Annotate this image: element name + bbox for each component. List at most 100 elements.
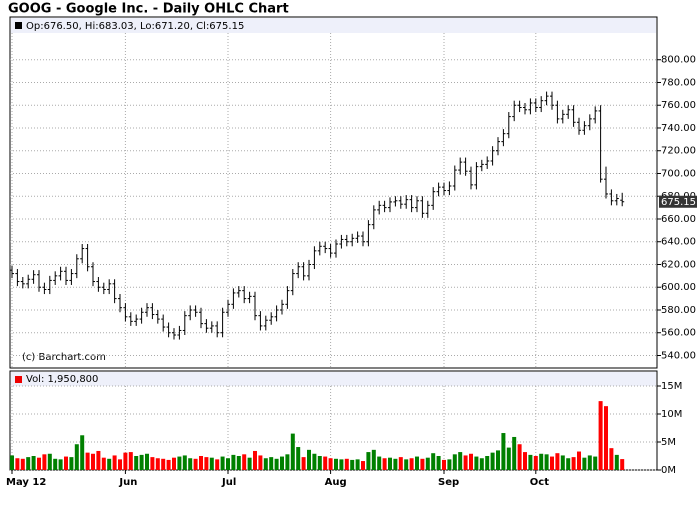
y-tick-label: 760.00 (661, 100, 696, 111)
y-tick-label: 600.00 (661, 282, 696, 293)
volume-bar (577, 451, 581, 470)
volume-bar (145, 453, 149, 470)
volume-bar (593, 456, 598, 470)
volume-bar (112, 455, 117, 470)
volume-bar (469, 453, 473, 470)
x-tick-label: Oct (530, 477, 549, 488)
y-tick-label: 5M (661, 437, 676, 448)
volume-bar (334, 458, 338, 470)
volume-legend-swatch (15, 376, 22, 383)
volume-bar (604, 406, 608, 470)
volume-bar (496, 450, 500, 470)
volume-bar (236, 456, 241, 470)
x-tick-label: Aug (325, 477, 347, 488)
volume-bar (204, 457, 209, 470)
volume-bar (269, 457, 274, 470)
volume-bar (231, 454, 236, 470)
volume-bar (436, 456, 441, 470)
volume-legend: Vol: 1,950,800 (26, 374, 98, 385)
volume-bar (560, 455, 565, 470)
volume-bar (166, 459, 171, 470)
volume-bar (134, 456, 139, 470)
volume-bar (15, 458, 20, 470)
volume-bar (506, 447, 511, 470)
volume-bar (587, 455, 592, 470)
volume-bar (371, 449, 376, 470)
volume-bar (463, 455, 468, 470)
volume-bar (220, 456, 225, 470)
volume-bar (26, 457, 31, 470)
y-tick-label: 700.00 (661, 168, 696, 179)
volume-bar (10, 455, 14, 470)
volume-bar (485, 456, 490, 470)
y-tick-label: 740.00 (661, 123, 696, 134)
volume-bar (479, 458, 484, 470)
volume-bar (182, 455, 187, 470)
volume-bar (307, 449, 311, 470)
chart-title: GOOG - Google Inc. - Daily OHLC Chart (8, 2, 289, 17)
volume-bar (458, 452, 463, 470)
volume-bar (64, 456, 68, 470)
volume-bar (139, 454, 144, 470)
volume-bar (614, 454, 619, 470)
price-legend-swatch (15, 22, 22, 29)
volume-bar (533, 456, 538, 470)
volume-bar (193, 458, 198, 470)
volume-bar (517, 444, 522, 470)
volume-bar (539, 453, 544, 470)
volume-bar (447, 459, 452, 470)
price-legend: Op:676.50, Hi:683.03, Lo:671.20, Cl:675.… (26, 21, 244, 32)
y-tick-label: 660.00 (661, 214, 696, 225)
volume-bar (420, 458, 425, 470)
volume-bar (242, 454, 247, 470)
y-tick-label: 0M (661, 465, 676, 476)
volume-bar (177, 456, 182, 470)
x-tick-label: May 12 (6, 477, 46, 488)
volume-bar (42, 454, 47, 470)
volume-bar (382, 458, 387, 470)
volume-bar (571, 457, 576, 470)
volume-bar (366, 452, 371, 470)
plot-layer: 540.00 560.00 580.00 600.00 620.00 640.00 660.… (6, 33, 697, 488)
volume-bar (523, 452, 527, 470)
y-tick-label: 720.00 (661, 146, 696, 157)
volume-bar (296, 447, 301, 470)
volume-bar (280, 456, 284, 470)
volume-bar (415, 456, 419, 470)
volume-bar (161, 458, 166, 470)
volume-bar (253, 450, 257, 470)
volume-bar (69, 457, 74, 470)
volume-bar (544, 454, 549, 470)
volume-bar (290, 433, 295, 470)
last-price-box (659, 195, 697, 208)
volume-bar (155, 458, 160, 470)
volume-bar (512, 436, 517, 470)
y-tick-label: 560.00 (661, 328, 696, 339)
volume-bar (285, 454, 290, 470)
last-price-label: 675.15 (661, 197, 696, 208)
volume-legend-strip (11, 372, 656, 386)
volume-bar (96, 450, 101, 470)
volume-bar (328, 458, 333, 470)
volume-bar (339, 459, 344, 470)
volume-bar (393, 458, 398, 470)
volume-bar (361, 461, 365, 470)
volume-bar (20, 458, 25, 470)
volume-bar (128, 452, 133, 470)
volume-bar (53, 458, 58, 470)
volume-bar (150, 457, 155, 470)
volume-bar (118, 459, 122, 470)
volume-bar (107, 458, 112, 470)
volume-bar (258, 455, 263, 470)
volume-bar (312, 453, 317, 470)
y-tick-label: 620.00 (661, 259, 696, 270)
volume-bar (274, 458, 279, 470)
volume-bar (409, 458, 414, 470)
volume-bar (101, 457, 106, 470)
volume-bar (609, 448, 614, 470)
y-tick-label: 10M (661, 409, 682, 420)
volume-bar (209, 457, 214, 470)
x-tick-label: Jun (118, 477, 137, 488)
volume-bar (31, 456, 36, 470)
